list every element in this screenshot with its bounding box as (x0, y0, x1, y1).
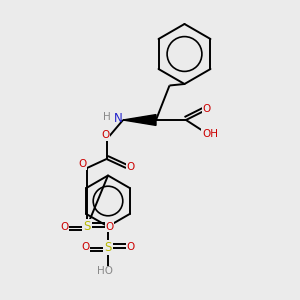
Text: O: O (101, 130, 109, 140)
Text: O: O (127, 162, 135, 172)
Text: HO: HO (97, 266, 113, 277)
Text: O: O (203, 104, 211, 115)
Text: OH: OH (202, 129, 218, 139)
Text: O: O (105, 221, 114, 232)
Polygon shape (123, 115, 156, 125)
Text: O: O (60, 221, 69, 232)
Text: O: O (78, 159, 87, 169)
Text: O: O (126, 242, 135, 253)
Text: S: S (104, 241, 112, 254)
Text: S: S (83, 220, 91, 233)
Text: O: O (81, 242, 90, 253)
Text: H: H (103, 112, 110, 122)
Text: N: N (114, 112, 123, 125)
